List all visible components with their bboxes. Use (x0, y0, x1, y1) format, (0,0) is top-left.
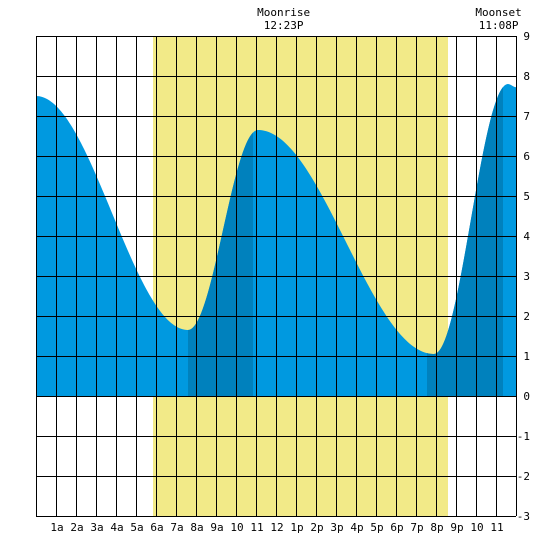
y-tick-label: 3 (523, 270, 530, 283)
x-tick-label: 3p (330, 521, 343, 534)
y-tick-label: -1 (517, 430, 530, 443)
y-tick-label: 7 (523, 110, 530, 123)
x-tick-label: 9p (450, 521, 463, 534)
x-tick-label: 6a (150, 521, 163, 534)
y-tick-label: -3 (517, 510, 530, 523)
x-tick-label: 2p (310, 521, 323, 534)
x-tick-label: 4a (110, 521, 123, 534)
moonset-time: 11:08P (479, 19, 519, 32)
x-tick-label: 1p (290, 521, 303, 534)
x-tick-label: 7p (410, 521, 423, 534)
y-tick-label: 8 (523, 70, 530, 83)
y-tick-label: -2 (517, 470, 530, 483)
x-tick-label: 4p (350, 521, 363, 534)
x-tick-label: 11 (250, 521, 263, 534)
x-tick-label: 3a (90, 521, 103, 534)
y-tick-label: 9 (523, 30, 530, 43)
y-tick-label: 6 (523, 150, 530, 163)
x-tick-label: 2a (70, 521, 83, 534)
y-tick-label: 1 (523, 350, 530, 363)
x-tick-label: 8a (190, 521, 203, 534)
x-tick-label: 12 (270, 521, 283, 534)
x-tick-label: 5p (370, 521, 383, 534)
moonset-label: Moonset (475, 6, 521, 19)
x-tick-label: 7a (170, 521, 183, 534)
moonrise-time: 12:23P (264, 19, 304, 32)
x-tick-label: 10 (230, 521, 243, 534)
x-tick-label: 8p (430, 521, 443, 534)
x-tick-label: 10 (470, 521, 483, 534)
x-tick-label: 1a (50, 521, 63, 534)
y-tick-label: 5 (523, 190, 530, 203)
moonrise-label: Moonrise (257, 6, 310, 19)
tide-dark-band-2 (427, 87, 503, 396)
x-tick-label: 5a (130, 521, 143, 534)
y-tick-label: 0 (523, 390, 530, 403)
x-tick-label: 6p (390, 521, 403, 534)
grid-layer (36, 36, 517, 517)
y-tick-label: 2 (523, 310, 530, 323)
x-tick-label: 9a (210, 521, 223, 534)
x-tick-label: 11 (490, 521, 503, 534)
y-tick-label: 4 (523, 230, 530, 243)
